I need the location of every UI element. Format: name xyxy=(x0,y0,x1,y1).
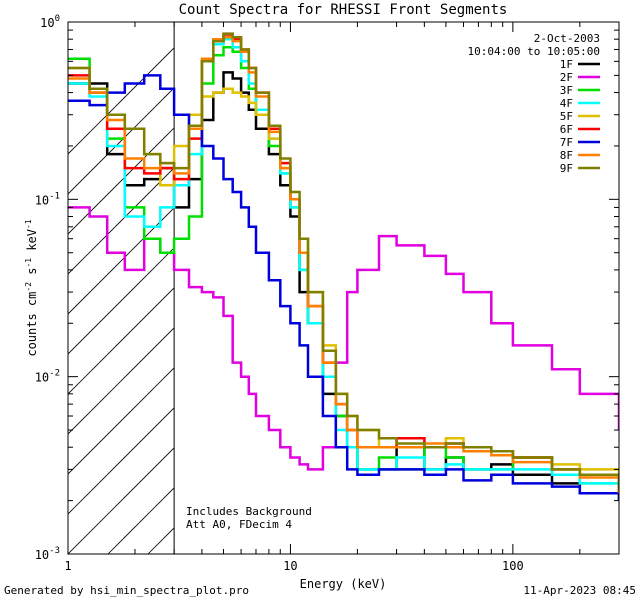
footer-timestamp: 11-Apr-2023 08:45 xyxy=(523,584,636,597)
legend-label-4F: 4F xyxy=(560,97,573,110)
hatch-line xyxy=(68,87,175,195)
x-axis-label: Energy (keV) xyxy=(300,577,387,591)
y-tick-label-base: 10 xyxy=(35,371,49,385)
legend-label-8F: 8F xyxy=(560,149,573,162)
series-6F xyxy=(68,33,619,494)
y-tick-label-base: 10 xyxy=(35,548,49,562)
footer-generated-by: Generated by hsi_min_spectra_plot.pro xyxy=(4,584,249,597)
hatch-line xyxy=(628,22,640,554)
y-tick-label: 10-2 xyxy=(35,369,60,385)
legend-label-2F: 2F xyxy=(560,71,573,84)
y-tick-label: 10-3 xyxy=(35,546,60,562)
y-axis-label-main: counts cm xyxy=(25,292,39,357)
legend: 2-Oct-2003 10:04:00 to 10:05:00 1F2F3F4F… xyxy=(468,32,600,175)
series-layer xyxy=(68,32,619,501)
series-5F xyxy=(68,66,619,484)
series-9F xyxy=(68,32,619,490)
x-tick-label: 1 xyxy=(64,559,71,573)
series-7F xyxy=(68,74,619,501)
legend-date: 2-Oct-2003 xyxy=(534,32,600,45)
annotation-attenuator: Att A0, FDecim 4 xyxy=(186,518,292,531)
series-8F xyxy=(68,36,619,494)
hatch-line xyxy=(68,247,175,355)
y-tick-label-exp: -1 xyxy=(49,191,60,201)
series-1F xyxy=(68,71,619,501)
legend-label-9F: 9F xyxy=(560,162,573,175)
y-tick-label-exp: -3 xyxy=(49,546,60,556)
y-tick-label-base: 10 xyxy=(40,16,54,30)
hatch-line xyxy=(68,127,175,235)
legend-label-5F: 5F xyxy=(560,110,573,123)
legend-label-7F: 7F xyxy=(560,136,573,149)
series-3F xyxy=(68,46,619,501)
hatch-line xyxy=(68,367,175,475)
y-tick-label: 100 xyxy=(40,14,60,30)
hatch-line xyxy=(68,47,175,155)
hatch-line xyxy=(68,207,175,315)
annotation-background: Includes Background xyxy=(186,505,312,518)
legend-label-6F: 6F xyxy=(560,123,573,136)
y-axis-label-exp1: -2 xyxy=(24,282,33,292)
y-axis-label-exp2: -1 xyxy=(24,258,33,268)
hatch-line xyxy=(68,447,175,554)
y-axis-label-kev: keV xyxy=(25,229,39,258)
y-tick-label-exp: -2 xyxy=(49,369,60,379)
hatch-line xyxy=(68,407,175,515)
chart-title: Count Spectra for RHESSI Front Segments xyxy=(179,2,508,18)
legend-time-range: 10:04:00 to 10:05:00 xyxy=(468,45,600,58)
x-tick-label: 10 xyxy=(283,559,297,573)
y-tick-label-base: 10 xyxy=(35,193,49,207)
legend-label-1F: 1F xyxy=(560,58,573,71)
x-tick-label: 100 xyxy=(502,559,524,573)
y-tick-label: 10-1 xyxy=(35,191,60,207)
plot-frame xyxy=(67,21,620,555)
y-axis-label-s: s xyxy=(25,268,39,282)
y-axis-label: counts cm-2 s-1 keV-1 xyxy=(24,219,39,356)
y-axis-label-exp3: -1 xyxy=(24,219,33,229)
y-tick-label-exp: 0 xyxy=(55,14,60,24)
legend-label-3F: 3F xyxy=(560,84,573,97)
